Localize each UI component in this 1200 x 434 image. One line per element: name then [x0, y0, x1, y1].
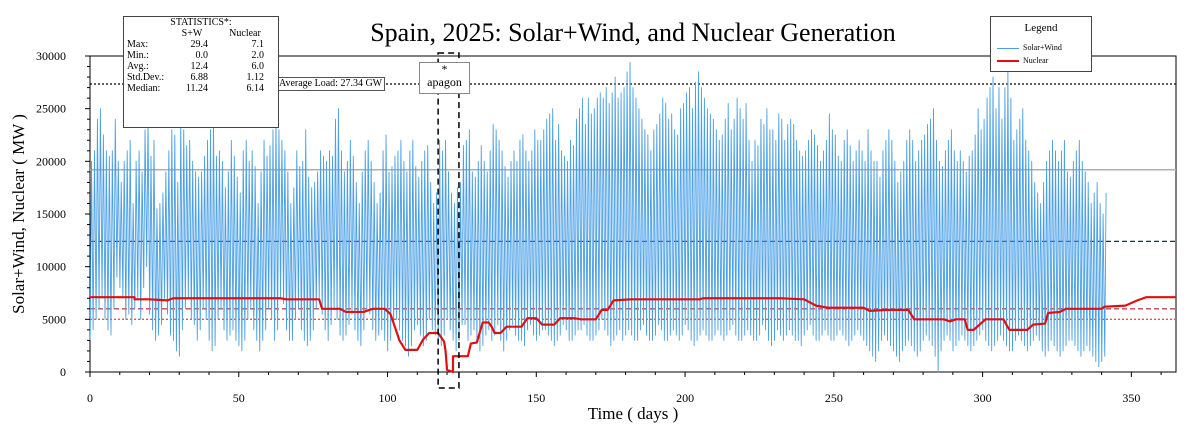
stat-label: Min.: — [127, 50, 149, 61]
stat-label: Median: — [127, 83, 161, 94]
legend-item-solar-wind: Solar+Wind — [997, 43, 1062, 52]
x-tick-label: 50 — [233, 391, 245, 405]
stat-row-stddev: Std.Dev.: 6.88 1.12 — [124, 72, 278, 83]
legend-swatch-solar-wind — [997, 47, 1019, 49]
stat-sw-value: 11.24 — [185, 83, 208, 94]
stat-nuc-value: 7.1 — [251, 39, 265, 50]
axes: 0 50 100 150 200 250 300 350 0 5000 10000 15000 2000… — [36, 49, 1162, 405]
legend-label: Solar+Wind — [1023, 43, 1062, 52]
x-tick-label: 350 — [1122, 391, 1140, 405]
stat-nuc-value: 6.14 — [246, 83, 265, 94]
y-tick-label: 25000 — [36, 102, 66, 116]
chart-title: Spain, 2025: Solar+Wind, and Nuclear Gen… — [370, 18, 896, 47]
y-tick-label: 10000 — [36, 260, 66, 274]
statistics-header-row: S+W Nuclear — [124, 28, 278, 39]
stat-nuc-value: 6.0 — [251, 61, 265, 72]
y-tick-label: 5000 — [42, 312, 66, 326]
legend-label: Nuclear — [1023, 56, 1049, 65]
solar-wind-line — [89, 61, 1107, 373]
stat-nuc-value: 1.12 — [246, 72, 265, 83]
legend-title: Legend — [1024, 22, 1058, 34]
stat-label: Max: — [127, 39, 149, 50]
y-tick-label: 0 — [60, 365, 66, 379]
apagon-annotation: * apagon — [419, 62, 470, 94]
stat-label: Avg.: — [127, 61, 149, 72]
legend-item-nuclear: Nuclear — [997, 56, 1048, 65]
stat-row-median: Median: 11.24 6.14 — [124, 83, 278, 94]
stat-sw-value: 12.4 — [190, 61, 209, 72]
statistics-box: STATISTICS*: S+W Nuclear Max: 29.4 7.1 M… — [123, 16, 279, 128]
apagon-highlight-box — [437, 52, 460, 389]
statistics-title: STATISTICS*: — [170, 17, 232, 28]
nuclear-series — [90, 296, 1176, 374]
x-tick-label: 0 — [87, 391, 93, 405]
y-tick-label: 30000 — [36, 49, 66, 63]
x-tick-label: 150 — [527, 391, 545, 405]
nuclear-line — [90, 296, 1176, 374]
stat-row-avg: Avg.: 12.4 6.0 — [124, 61, 278, 72]
stat-nuc-value: 2.0 — [251, 50, 265, 61]
stat-row-min: Min.: 0.0 2.0 — [124, 50, 278, 61]
stat-sw-value: 0.0 — [195, 50, 209, 61]
x-tick-label: 200 — [676, 391, 694, 405]
stat-col-nuclear: Nuclear — [229, 28, 261, 39]
stat-label: Std.Dev.: — [127, 72, 165, 83]
x-axis-label: Time ( days ) — [588, 404, 679, 423]
annotation-marker: * — [441, 62, 448, 76]
average-load-label: Average Load: 27.34 GW — [276, 77, 386, 91]
stat-col-sw: S+W — [181, 28, 203, 39]
annotation-text: apagon — [427, 75, 462, 89]
x-tick-label: 250 — [825, 391, 843, 405]
y-axis-label: Solar+Wind, Nuclear ( MW ) — [9, 114, 28, 314]
solar-wind-series — [89, 61, 1107, 373]
legend: Legend Solar+Wind Nuclear — [990, 16, 1092, 72]
stat-sw-value: 6.88 — [190, 72, 209, 83]
stat-row-max: Max: 29.4 7.1 — [124, 39, 278, 50]
legend-swatch-nuclear — [997, 60, 1019, 63]
y-tick-label: 20000 — [36, 154, 66, 168]
y-tick-label: 15000 — [36, 207, 66, 221]
stat-sw-value: 29.4 — [190, 39, 209, 50]
x-tick-label: 300 — [974, 391, 992, 405]
x-tick-label: 100 — [379, 391, 397, 405]
